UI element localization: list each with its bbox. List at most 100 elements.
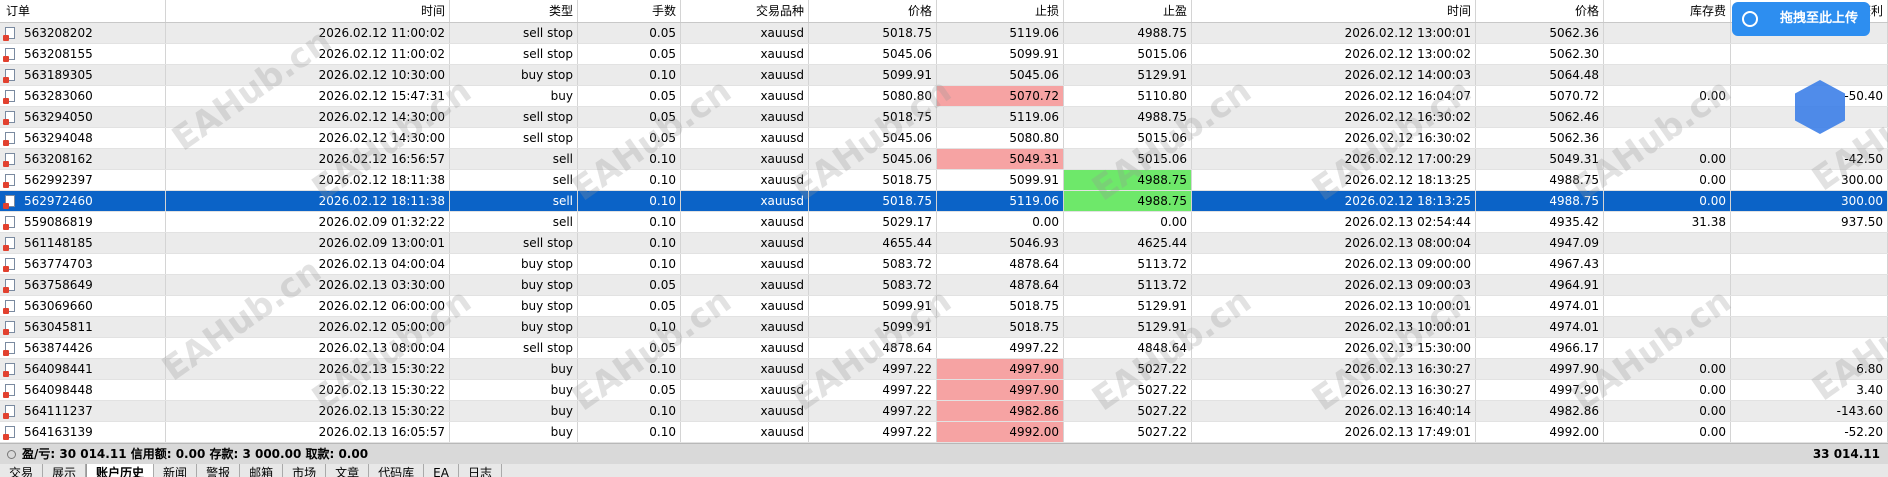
- cell: 5018.75: [809, 191, 937, 211]
- tab[interactable]: 新闻: [154, 464, 198, 477]
- cell: [1731, 65, 1888, 85]
- tab[interactable]: 市场: [283, 464, 327, 477]
- cell: [1731, 296, 1888, 316]
- order-row[interactable]: 563774703 2026.02.13 04:00:04 buy stop 0.10…: [0, 254, 1888, 275]
- order-row[interactable]: 563208202 2026.02.12 11:00:02 sell stop 0.0…: [0, 23, 1888, 44]
- cell: 2026.02.13 10:00:01: [1192, 317, 1476, 337]
- tab[interactable]: 账户历史: [86, 464, 155, 477]
- summary-bar: 盈/亏: 30 014.11 信用额: 0.00 存款: 3 000.00 取款…: [0, 443, 1888, 464]
- column-header[interactable]: 时间: [1192, 0, 1476, 22]
- cell: xauusd: [681, 191, 809, 211]
- cell: 4947.09: [1476, 233, 1604, 253]
- order-icon: [3, 321, 15, 335]
- column-header[interactable]: 订单: [0, 0, 166, 22]
- cell: [1604, 233, 1731, 253]
- cell: xauusd: [681, 338, 809, 358]
- cell: 4655.44: [809, 233, 937, 253]
- order-row[interactable]: 563758649 2026.02.13 03:30:00 buy stop 0.05…: [0, 275, 1888, 296]
- cell: buy stop: [450, 65, 578, 85]
- cell: 563045811: [0, 317, 166, 337]
- cell: 4988.75: [1064, 191, 1192, 211]
- cell: 5099.91: [809, 296, 937, 316]
- cell: 563189305: [0, 65, 166, 85]
- cell: 2026.02.12 16:30:02: [1192, 128, 1476, 148]
- cell: 2026.02.13 03:30:00: [166, 275, 450, 295]
- cell: 2026.02.12 18:11:38: [166, 191, 450, 211]
- cell: 0.00: [1604, 380, 1731, 400]
- order-row[interactable]: 562972460 2026.02.12 18:11:38 sell 0.10 xauu…: [0, 191, 1888, 212]
- column-header[interactable]: 手数: [578, 0, 681, 22]
- cell: 5018.75: [809, 23, 937, 43]
- cell: sell stop: [450, 233, 578, 253]
- column-header[interactable]: 时间: [166, 0, 450, 22]
- cell: xauusd: [681, 422, 809, 442]
- cell: 2026.02.12 16:30:02: [1192, 107, 1476, 127]
- tab[interactable]: 展示: [43, 464, 87, 477]
- column-header[interactable]: 类型: [450, 0, 578, 22]
- order-row[interactable]: 563283060 2026.02.12 15:47:31 buy 0.05 xauus…: [0, 86, 1888, 107]
- cell: 5062.36: [1476, 23, 1604, 43]
- cell: [1731, 275, 1888, 295]
- cell: 563208155: [0, 44, 166, 64]
- order-row[interactable]: 564098441 2026.02.13 15:30:22 buy 0.10 xauus…: [0, 359, 1888, 380]
- cell: 2026.02.13 16:30:27: [1192, 359, 1476, 379]
- order-row[interactable]: 563294048 2026.02.12 14:30:00 sell stop 0.0…: [0, 128, 1888, 149]
- cell: 31.38: [1604, 212, 1731, 232]
- floating-logo[interactable]: [1795, 80, 1845, 134]
- cell: 2026.02.12 06:00:00: [166, 296, 450, 316]
- upload-button[interactable]: 拖拽至此上传: [1732, 2, 1870, 36]
- cell: [1604, 23, 1731, 43]
- cell: 2026.02.13 15:30:22: [166, 359, 450, 379]
- cell: buy stop: [450, 317, 578, 337]
- tab[interactable]: 代码库: [369, 464, 425, 477]
- cell: 2026.02.13 15:30:22: [166, 401, 450, 421]
- cell: 4982.86: [937, 401, 1064, 421]
- cell: xauusd: [681, 296, 809, 316]
- order-row[interactable]: 563069660 2026.02.12 06:00:00 buy stop 0.05…: [0, 296, 1888, 317]
- cell: -52.20: [1731, 422, 1888, 442]
- cell: 5070.72: [937, 86, 1064, 106]
- order-row[interactable]: 561148185 2026.02.09 13:00:01 sell stop 0.1…: [0, 233, 1888, 254]
- tab[interactable]: 交易: [0, 464, 44, 477]
- cell: 5018.75: [809, 170, 937, 190]
- column-header[interactable]: 库存费: [1604, 0, 1731, 22]
- tab[interactable]: 文章: [326, 464, 370, 477]
- order-row[interactable]: 563189305 2026.02.12 10:30:00 buy stop 0.10…: [0, 65, 1888, 86]
- column-header[interactable]: 价格: [809, 0, 937, 22]
- cell: 4974.01: [1476, 317, 1604, 337]
- cell: 0.05: [578, 86, 681, 106]
- cell: 5113.72: [1064, 275, 1192, 295]
- order-row[interactable]: 563294050 2026.02.12 14:30:00 sell stop 0.0…: [0, 107, 1888, 128]
- tab[interactable]: 日志: [459, 464, 502, 477]
- cell: 4988.75: [1064, 23, 1192, 43]
- cell: 2026.02.12 11:00:02: [166, 44, 450, 64]
- cell: [1604, 65, 1731, 85]
- tab[interactable]: EA: [424, 464, 459, 477]
- cell: 2026.02.12 18:11:38: [166, 170, 450, 190]
- cell: 4878.64: [937, 275, 1064, 295]
- order-row[interactable]: 564098448 2026.02.13 15:30:22 buy 0.05 xauus…: [0, 380, 1888, 401]
- cell: 0.10: [578, 65, 681, 85]
- column-header[interactable]: 价格: [1476, 0, 1604, 22]
- tab[interactable]: 警报: [197, 464, 241, 477]
- cell: 0.00: [1604, 86, 1731, 106]
- cell: 5029.17: [809, 212, 937, 232]
- column-header[interactable]: 止盈: [1064, 0, 1192, 22]
- order-icon: [3, 195, 15, 209]
- order-row[interactable]: 562992397 2026.02.12 18:11:38 sell 0.10 xauu…: [0, 170, 1888, 191]
- order-row[interactable]: 563874426 2026.02.13 08:00:04 sell stop 0.0…: [0, 338, 1888, 359]
- order-row[interactable]: 559086819 2026.02.09 01:32:22 sell 0.10 xauu…: [0, 212, 1888, 233]
- order-row[interactable]: 563208155 2026.02.12 11:00:02 sell stop 0.0…: [0, 44, 1888, 65]
- order-row[interactable]: 563045811 2026.02.12 05:00:00 buy stop 0.10…: [0, 317, 1888, 338]
- column-header[interactable]: 止损: [937, 0, 1064, 22]
- order-row[interactable]: 563208162 2026.02.12 16:56:57 sell 0.10 xauu…: [0, 149, 1888, 170]
- cell: 2026.02.13 10:00:01: [1192, 296, 1476, 316]
- order-icon: [3, 384, 15, 398]
- cell: [1731, 44, 1888, 64]
- order-row[interactable]: 564111237 2026.02.13 15:30:22 buy 0.10 xauus…: [0, 401, 1888, 422]
- summary-text: 盈/亏: 30 014.11 信用额: 0.00 存款: 3 000.00 取款…: [22, 447, 369, 461]
- order-row[interactable]: 564163139 2026.02.13 16:05:57 buy 0.10 xauus…: [0, 422, 1888, 443]
- column-header[interactable]: 交易品种: [681, 0, 809, 22]
- tab[interactable]: 邮箱: [240, 464, 284, 477]
